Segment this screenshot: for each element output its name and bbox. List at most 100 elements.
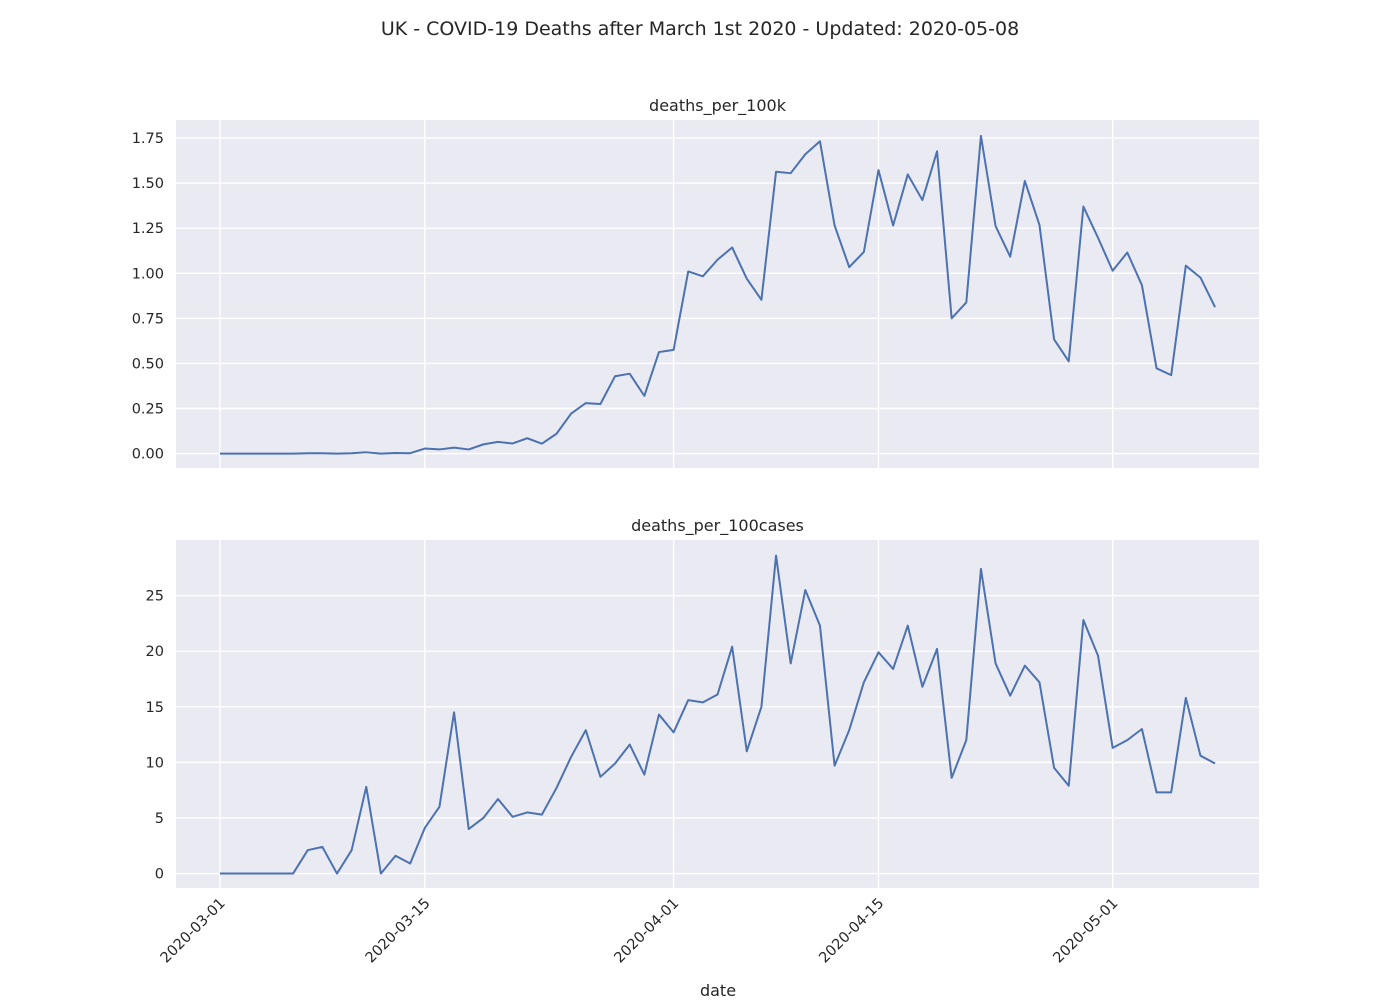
data-point [641, 393, 647, 399]
y-tick-label: 1.25 [132, 221, 164, 237]
data-point [656, 712, 662, 718]
data-point [1036, 222, 1042, 228]
data-point [656, 349, 662, 355]
data-point [1080, 204, 1086, 210]
data-point [510, 814, 516, 820]
data-point [627, 742, 633, 748]
y-tick-label: 1.50 [132, 176, 164, 192]
data-point [539, 441, 545, 447]
data-point [890, 666, 896, 672]
data-point [436, 804, 442, 810]
data-point [1212, 760, 1218, 766]
y-tick-label: 15 [146, 700, 164, 716]
data-point [275, 451, 281, 457]
data-point [1066, 358, 1072, 364]
data-point [466, 826, 472, 832]
y-tick-label: 1.75 [132, 131, 164, 147]
data-point [1168, 789, 1174, 795]
data-point [480, 441, 486, 447]
data-point [1154, 789, 1160, 795]
y-tick-label: 0.75 [132, 311, 164, 327]
data-point [817, 138, 823, 144]
data-point [1051, 336, 1057, 342]
data-point [861, 249, 867, 255]
data-point [963, 737, 969, 743]
data-point [597, 401, 603, 407]
data-point [1080, 617, 1086, 623]
data-point [422, 825, 428, 831]
plot-area [176, 540, 1259, 888]
data-point [612, 373, 618, 379]
data-point [407, 861, 413, 867]
data-point [846, 727, 852, 733]
data-point [451, 709, 457, 715]
data-point [802, 151, 808, 157]
x-tick-label: 2020-04-15 [816, 896, 887, 967]
data-point [1124, 737, 1130, 743]
data-point [817, 623, 823, 629]
y-tick-label: 25 [146, 589, 164, 605]
y-tick-label: 10 [146, 755, 164, 771]
data-point [363, 784, 369, 790]
data-point [275, 871, 281, 877]
data-point [436, 446, 442, 452]
data-point [685, 268, 691, 274]
data-point [861, 679, 867, 685]
data-point [1110, 745, 1116, 751]
data-point [1183, 263, 1189, 269]
data-point [671, 729, 677, 735]
data-point [875, 167, 881, 173]
data-point [334, 451, 340, 457]
data-point [480, 815, 486, 821]
data-point [539, 812, 545, 818]
data-point [407, 450, 413, 456]
subplot-title: deaths_per_100cases [631, 516, 804, 536]
y-tick-label: 5 [155, 811, 164, 827]
data-point [875, 649, 881, 655]
data-point [1212, 304, 1218, 310]
data-point [671, 347, 677, 353]
data-point [422, 446, 428, 452]
data-point [305, 847, 311, 853]
subplot-1: 0.00 0.25 0.50 0.75 1.00 1.25 1.50 1.75 deaths_p… [132, 96, 1259, 468]
data-point [773, 169, 779, 175]
y-tick-label: 0.00 [132, 447, 164, 463]
data-point [744, 276, 750, 282]
subplot-2: 0 5 10 15 20 25 2020-03-01 2020-03-15 2020-04-01… [146, 516, 1259, 966]
x-tick-label: 2020-03-01 [158, 896, 229, 967]
data-point [510, 440, 516, 446]
x-tick-label: 2020-03-15 [363, 896, 434, 967]
data-point [832, 222, 838, 228]
data-point [1066, 783, 1072, 789]
data-point [700, 273, 706, 279]
data-point [978, 133, 984, 139]
data-point [1124, 250, 1130, 256]
data-point [1022, 178, 1028, 184]
data-point [612, 760, 618, 766]
data-point [1007, 693, 1013, 699]
data-point [378, 451, 384, 457]
data-point [919, 684, 925, 690]
plot-area [176, 120, 1259, 468]
data-point [685, 697, 691, 703]
data-point [524, 809, 530, 815]
data-point [290, 871, 296, 877]
data-point [568, 754, 574, 760]
data-point [1051, 765, 1057, 771]
data-point [1197, 753, 1203, 759]
data-point [715, 692, 721, 698]
series-line [219, 134, 1216, 455]
data-point [758, 297, 764, 303]
data-point [1154, 365, 1160, 371]
data-point [319, 450, 325, 456]
data-point [700, 699, 706, 705]
data-point [568, 411, 574, 417]
y-tick-label: 0 [155, 867, 164, 883]
data-point [788, 170, 794, 176]
data-point [1183, 695, 1189, 701]
data-point [1110, 268, 1116, 274]
data-point [1168, 372, 1174, 378]
data-point [802, 587, 808, 593]
data-point [1036, 679, 1042, 685]
